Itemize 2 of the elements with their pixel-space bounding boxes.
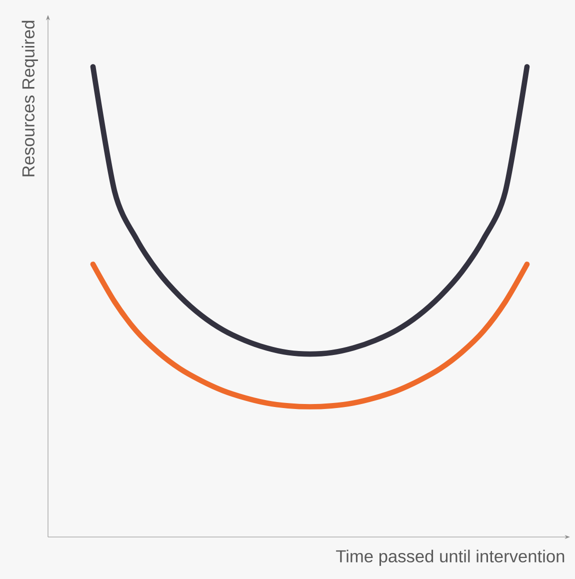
y-axis-title: Resources Required [22,20,38,176]
x-axis-title: Time passed until intervention [336,550,564,566]
